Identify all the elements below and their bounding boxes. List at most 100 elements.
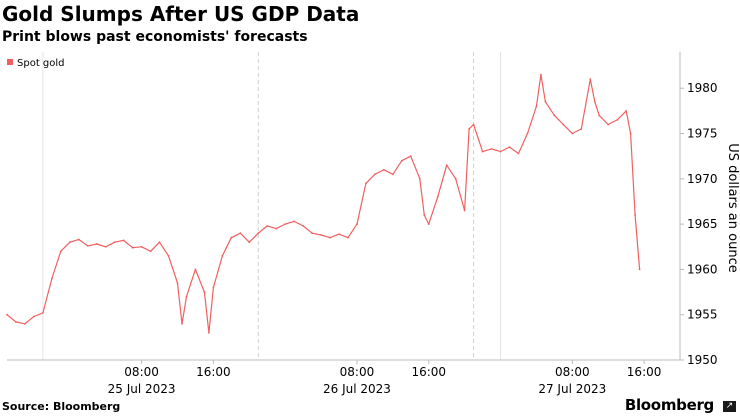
data-point-0-74 xyxy=(616,119,619,121)
data-point-0-44 xyxy=(383,168,385,171)
data-point-0-34 xyxy=(293,220,295,223)
data-point-0-66 xyxy=(553,114,556,117)
grid-layer xyxy=(42,52,502,360)
data-point-0-19 xyxy=(176,282,179,284)
data-point-0-28 xyxy=(239,232,242,235)
data-point-0-68 xyxy=(571,132,574,135)
data-point-0-35 xyxy=(302,225,304,227)
x-tick-date-2: 26 Jul 2023 xyxy=(323,382,391,396)
data-point-0-69 xyxy=(580,128,583,130)
data-point-0-0 xyxy=(6,313,8,316)
data-point-0-22 xyxy=(194,268,197,271)
page-subtitle: Print blows past economists' forecasts xyxy=(2,29,308,45)
data-point-0-3 xyxy=(33,315,35,318)
data-point-0-36 xyxy=(311,232,313,235)
data-point-0-23 xyxy=(203,291,206,293)
data-point-0-72 xyxy=(598,114,601,117)
data-point-0-32 xyxy=(275,227,278,230)
data-point-0-62 xyxy=(526,132,529,135)
x-tick-time-5: 16:00 xyxy=(627,365,662,379)
data-point-0-38 xyxy=(329,236,331,239)
data-point-0-13 xyxy=(122,239,125,242)
data-point-0-50 xyxy=(427,223,430,226)
brand-logo: Bloomberg xyxy=(624,396,714,414)
data-point-0-64 xyxy=(540,73,542,76)
data-point-0-51 xyxy=(436,196,439,198)
data-point-0-59 xyxy=(499,150,502,153)
page-title: Gold Slumps After US GDP Data xyxy=(2,2,360,26)
legend-label: Spot gold xyxy=(17,58,65,69)
data-point-0-78 xyxy=(638,268,641,271)
data-point-0-41 xyxy=(356,223,358,226)
y-tick-label-0: 1950 xyxy=(687,353,718,367)
data-point-0-54 xyxy=(463,209,466,212)
data-point-0-17 xyxy=(158,241,161,244)
data-point-0-56 xyxy=(472,123,475,126)
y-tick-label-2: 1960 xyxy=(687,262,718,276)
y-tick-label-5: 1975 xyxy=(687,127,718,141)
data-point-0-76 xyxy=(629,132,632,135)
data-point-0-33 xyxy=(284,223,287,226)
data-point-0-9 xyxy=(86,245,89,247)
data-point-0-47 xyxy=(409,155,412,158)
data-point-0-57 xyxy=(481,150,484,153)
data-point-0-30 xyxy=(257,232,260,235)
x-tick-time-0: 08:00 xyxy=(124,365,159,379)
data-point-0-63 xyxy=(535,105,538,108)
x-tick-time-3: 16:00 xyxy=(411,365,446,379)
x-tick-time-4: 08:00 xyxy=(555,365,590,379)
data-point-0-58 xyxy=(490,148,493,150)
data-point-0-5 xyxy=(51,277,53,280)
data-point-0-45 xyxy=(392,173,394,176)
data-point-0-15 xyxy=(140,245,143,248)
data-point-0-48 xyxy=(418,177,421,180)
data-point-0-71 xyxy=(593,100,596,103)
data-point-0-77 xyxy=(634,214,636,217)
y-tick-label-1: 1955 xyxy=(687,308,718,322)
data-point-0-60 xyxy=(508,146,511,149)
data-point-0-24 xyxy=(208,331,210,334)
data-point-0-29 xyxy=(248,241,251,244)
y-axis-title: US dollars an ounce xyxy=(725,143,740,272)
data-point-0-55 xyxy=(468,128,470,130)
data-point-0-2 xyxy=(24,322,26,325)
y-tick-label-6: 1980 xyxy=(687,81,718,95)
data-point-0-20 xyxy=(181,322,183,325)
data-point-0-18 xyxy=(167,254,170,257)
data-point-0-10 xyxy=(95,243,98,245)
source-note: Source: Bloomberg xyxy=(2,400,121,413)
data-point-0-6 xyxy=(59,250,62,253)
data-point-0-67 xyxy=(562,123,565,126)
legend-swatch xyxy=(7,59,13,65)
data-point-0-31 xyxy=(266,225,269,227)
data-point-0-39 xyxy=(338,233,340,236)
data-point-0-26 xyxy=(221,254,224,257)
data-point-0-4 xyxy=(42,312,44,314)
data-point-0-61 xyxy=(517,152,520,155)
series-line-0 xyxy=(6,73,641,334)
data-point-0-46 xyxy=(400,159,403,162)
data-point-0-21 xyxy=(185,295,188,298)
x-tick-date-4: 27 Jul 2023 xyxy=(538,382,606,396)
data-point-0-14 xyxy=(131,246,134,249)
data-point-0-52 xyxy=(445,164,448,167)
arrow-icon: ↗ xyxy=(723,401,736,412)
data-point-0-11 xyxy=(104,245,107,248)
data-point-0-43 xyxy=(374,173,376,176)
data-point-0-65 xyxy=(544,100,547,103)
data-point-0-16 xyxy=(149,250,152,253)
x-tick-date-0: 25 Jul 2023 xyxy=(108,382,176,396)
y-tick-label-4: 1970 xyxy=(687,172,718,186)
data-point-0-70 xyxy=(589,78,592,81)
data-point-0-42 xyxy=(365,182,367,185)
data-point-0-53 xyxy=(454,177,457,180)
x-tick-time-2: 08:00 xyxy=(340,365,375,379)
data-point-0-27 xyxy=(230,236,233,239)
data-point-0-1 xyxy=(15,321,17,323)
data-point-0-73 xyxy=(607,123,610,126)
data-point-0-25 xyxy=(212,286,215,289)
series-layer xyxy=(6,73,641,334)
legend: Spot gold xyxy=(7,58,65,69)
data-point-0-8 xyxy=(77,238,80,241)
